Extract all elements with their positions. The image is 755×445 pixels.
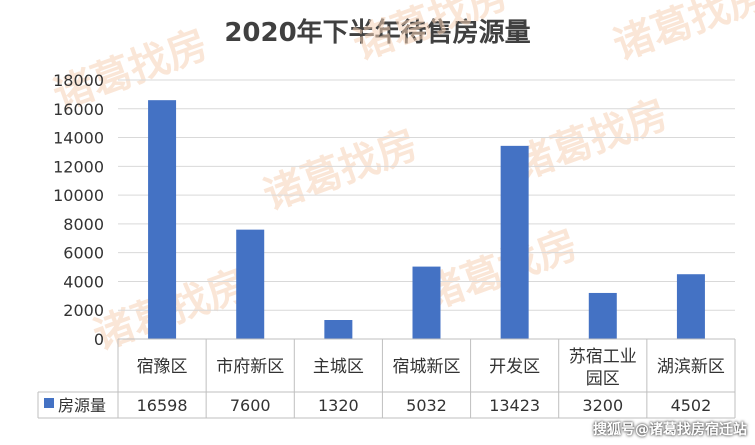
y-tick-label: 14000 — [53, 129, 104, 148]
data-label: 5032 — [406, 396, 447, 415]
data-label: 3200 — [582, 396, 623, 415]
bar — [148, 100, 177, 340]
watermark-text: 诸葛找房 — [348, 0, 514, 69]
x-category-label: 市府新区 — [216, 357, 284, 377]
bar — [588, 292, 617, 339]
watermark-text: 诸葛找房 — [508, 91, 674, 189]
x-category-label: 宿豫区 — [137, 357, 188, 377]
data-label: 13423 — [489, 396, 540, 415]
y-tick-label: 0 — [94, 330, 104, 349]
bar — [324, 320, 353, 339]
x-category-label: 苏宿工业 — [569, 347, 637, 367]
x-category-label: 主城区 — [313, 357, 364, 377]
y-tick-label: 8000 — [63, 215, 104, 234]
y-tick-label: 10000 — [53, 186, 104, 205]
watermark-text: 诸葛找房 — [258, 121, 424, 219]
bar — [412, 266, 441, 339]
y-tick-label: 18000 — [53, 71, 104, 90]
legend-label: 房源量 — [58, 396, 106, 415]
x-category-label: 湖滨新区 — [657, 357, 725, 377]
y-tick-label: 6000 — [63, 244, 104, 263]
x-category-label: 园区 — [586, 369, 620, 389]
data-label: 4502 — [671, 396, 712, 415]
chart-title: 2020年下半年待售房源量 — [224, 18, 531, 48]
watermark-text: 诸葛找房 — [608, 0, 755, 69]
legend-swatch — [44, 398, 54, 408]
bar — [500, 145, 529, 339]
bar — [676, 274, 705, 339]
data-label: 1320 — [318, 396, 359, 415]
x-category-label: 开发区 — [489, 357, 540, 377]
y-tick-label: 4000 — [63, 272, 104, 291]
x-category-label: 宿城新区 — [393, 357, 461, 377]
source-caption: 搜狐号@诸葛找房宿迁站 — [593, 422, 747, 438]
y-tick-label: 16000 — [53, 100, 104, 119]
data-label: 7600 — [230, 396, 271, 415]
y-tick-label: 2000 — [63, 301, 104, 320]
y-tick-label: 12000 — [53, 157, 104, 176]
data-label: 16598 — [137, 396, 188, 415]
bar — [236, 229, 265, 339]
